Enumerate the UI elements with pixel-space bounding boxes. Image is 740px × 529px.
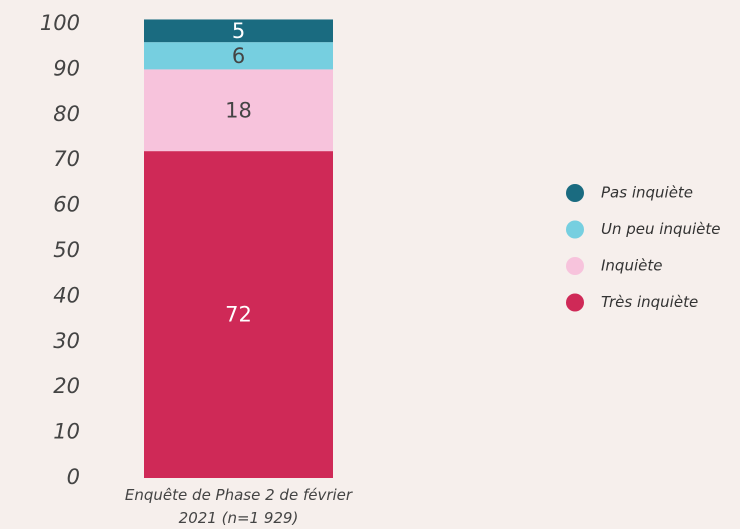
- y-tick-label: 10: [53, 420, 80, 444]
- data-label: 72: [225, 303, 252, 327]
- y-tick-label: 20: [53, 374, 80, 398]
- bar-segment: [144, 19, 333, 43]
- y-tick-label: 100: [40, 11, 80, 35]
- data-label: 5: [232, 19, 245, 43]
- y-tick-label: 30: [53, 329, 80, 353]
- y-tick-label: 0: [67, 465, 80, 489]
- legend-marker: [566, 220, 584, 239]
- legend-marker: [566, 257, 584, 275]
- legend-label: Pas inquiète: [601, 184, 693, 202]
- y-tick-label: 90: [53, 56, 80, 80]
- y-tick-label: 80: [53, 102, 80, 126]
- legend-label: Inquiète: [601, 257, 662, 275]
- legend-marker: [566, 293, 584, 312]
- legend-marker: [566, 184, 584, 202]
- bar-segment: [144, 151, 333, 478]
- data-label: 18: [225, 98, 252, 122]
- y-tick-label: 70: [53, 147, 80, 171]
- x-tick-label: Enquête de Phase 2 de février 2021 (n=1 9…: [125, 486, 353, 527]
- y-tick-label: 60: [53, 193, 80, 217]
- legend-label: Très inquiète: [601, 293, 698, 311]
- y-tick-label: 50: [53, 238, 80, 262]
- data-label: 6: [232, 44, 245, 68]
- legend-label: Un peu inquiète: [601, 220, 721, 238]
- bar-segment: [144, 42, 333, 70]
- bar-segment: [144, 69, 333, 152]
- y-tick-label: 40: [53, 283, 80, 307]
